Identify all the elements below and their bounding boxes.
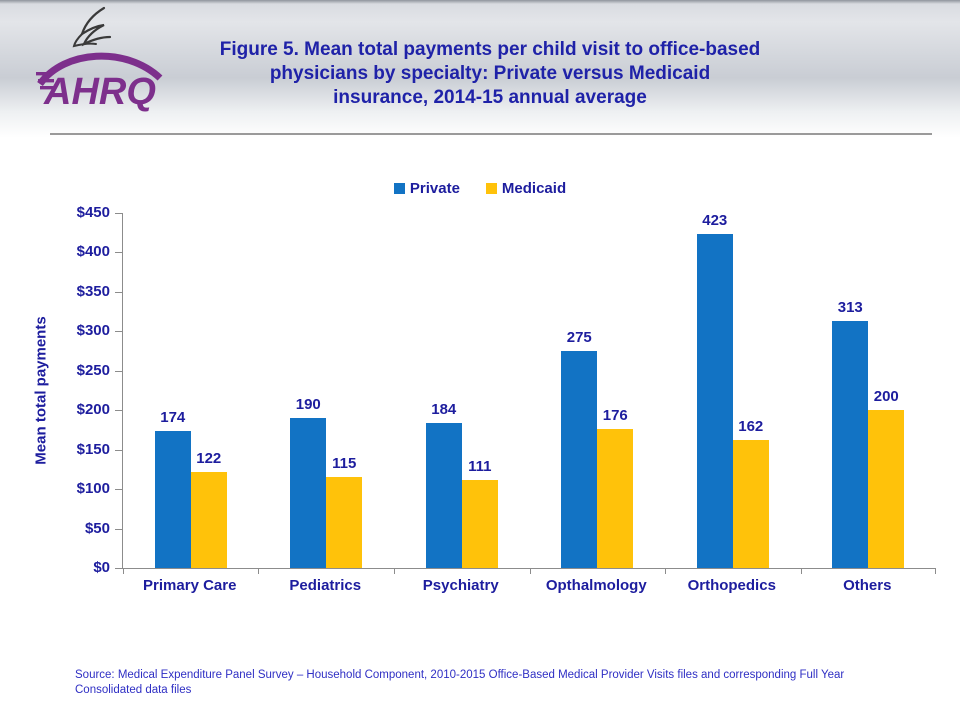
bar-private-psychiatry [425, 422, 462, 568]
y-tick-label: $100 [76, 480, 110, 498]
bar-medicaid-primary-care [190, 471, 227, 568]
bar-group-others: 313 200 [801, 213, 937, 568]
plot-area: 174 122 190 115 184 111 275 176 423 162 313 200 $0 $… [77, 204, 936, 576]
legend-swatch-private [393, 183, 405, 194]
x-tick-mark [393, 568, 395, 574]
x-axis-label-orthopedics: Orthopedics [687, 577, 776, 594]
y-tick-mark [115, 449, 122, 451]
y-tick-label: $150 [76, 440, 110, 458]
y-tick-mark [115, 252, 122, 254]
bar-wrap-private-pediatrics: 190 [290, 213, 327, 568]
x-axis-label-primary-care: Primary Care [143, 577, 237, 594]
bar-wrap-medicaid-orthopedics: 162 [732, 213, 769, 568]
bar-wrap-medicaid-pediatrics: 115 [326, 213, 363, 568]
bar-private-pediatrics [290, 418, 327, 568]
ahrq-wordmark: AHRQ [36, 52, 163, 113]
bar-value-label: 162 [738, 418, 764, 436]
bar-wrap-medicaid-psychiatry: 111 [461, 213, 498, 568]
bar-groups: 174 122 190 115 184 111 275 176 423 162 313 200 [123, 213, 936, 568]
y-tick-label: $300 [76, 322, 110, 340]
y-tick-mark [115, 370, 122, 372]
legend-swatch-medicaid [485, 183, 497, 194]
bar-medicaid-pediatrics [326, 477, 363, 568]
bar-group-psychiatry: 184 111 [394, 213, 530, 568]
bar-wrap-private-others: 313 [832, 213, 869, 568]
y-tick-label: $350 [76, 282, 110, 300]
y-tick-mark [115, 291, 122, 293]
bar-value-label: 174 [160, 408, 186, 426]
bar-group-primary-care: 174 122 [123, 213, 259, 568]
x-tick-mark [800, 568, 802, 574]
y-tick-mark [115, 489, 122, 491]
bar-value-label: 200 [873, 388, 899, 406]
y-axis-title: Mean total payments [32, 316, 50, 465]
bar-value-label: 115 [332, 455, 357, 473]
page-title: Figure 5. Mean total payments per child … [219, 39, 761, 108]
ahrq-logo: AHRQ [34, 2, 164, 114]
y-tick-mark [115, 528, 122, 530]
x-tick-mark [529, 568, 531, 574]
y-tick-mark [115, 410, 122, 412]
bar-medicaid-psychiatry [461, 480, 498, 568]
header-band [0, 0, 960, 138]
y-tick-label: $250 [76, 361, 110, 379]
bar-wrap-private-opthalmology: 275 [561, 213, 598, 568]
hhs-eagle-icon [72, 6, 112, 48]
bar-private-opthalmology [561, 351, 598, 568]
bar-wrap-medicaid-others: 200 [868, 213, 905, 568]
svg-text:AHRQ: AHRQ [43, 71, 156, 113]
bar-value-label: 313 [837, 299, 863, 317]
legend-label: Medicaid [501, 180, 567, 197]
x-axis-label-others: Others [843, 577, 892, 594]
bar-group-pediatrics: 190 115 [259, 213, 395, 568]
bar-medicaid-orthopedics [732, 440, 769, 568]
bar-group-orthopedics: 423 162 [665, 213, 801, 568]
bar-value-label: 184 [431, 400, 457, 418]
y-tick-label: $50 [84, 519, 110, 537]
bar-value-label: 190 [295, 396, 321, 414]
x-tick-mark [935, 568, 936, 574]
bar-value-label: 176 [602, 407, 628, 425]
bar-wrap-medicaid-opthalmology: 176 [597, 213, 634, 568]
x-tick-mark [664, 568, 666, 574]
y-tick-mark [115, 331, 122, 333]
x-axis-label-opthalmology: Opthalmology [545, 577, 647, 594]
legend-item-medicaid: Medicaid [485, 180, 567, 197]
bar-value-label: 122 [196, 449, 222, 467]
y-tick-label: $450 [76, 204, 110, 221]
chart-legend: Private Medicaid [0, 180, 960, 197]
legend-label: Private [409, 180, 460, 197]
bar-group-opthalmology: 275 176 [530, 213, 666, 568]
y-tick-label: $0 [93, 559, 110, 576]
bar-value-label: 423 [702, 212, 728, 230]
x-tick-mark [258, 568, 260, 574]
y-tick-mark [115, 568, 122, 569]
source-note: Source: Medical Expenditure Panel Survey… [75, 669, 845, 696]
bar-private-orthopedics [696, 234, 733, 568]
y-tick-label: $400 [76, 243, 110, 261]
x-tick-mark [123, 568, 124, 574]
bar-private-primary-care [154, 430, 191, 568]
bar-wrap-private-primary-care: 174 [154, 213, 191, 568]
bar-medicaid-opthalmology [597, 429, 634, 568]
bar-wrap-private-psychiatry: 184 [425, 213, 462, 568]
bar-value-label: 275 [566, 329, 592, 347]
y-tick-label: $200 [76, 401, 110, 419]
bar-medicaid-others [868, 410, 905, 568]
bar-wrap-private-orthopedics: 423 [696, 212, 733, 568]
bar-value-label: 111 [468, 458, 492, 476]
y-tick-mark [115, 213, 122, 214]
legend-item-private: Private [393, 180, 460, 197]
x-axis-label-psychiatry: Psychiatry [422, 577, 499, 594]
x-axis-labels: Primary Care Pediatrics Psychiatry Opthalmo… [122, 577, 935, 594]
x-axis-label-pediatrics: Pediatrics [289, 577, 362, 594]
header-divider [50, 133, 932, 135]
bar-private-others [832, 321, 869, 568]
bar-wrap-medicaid-primary-care: 122 [190, 213, 227, 568]
